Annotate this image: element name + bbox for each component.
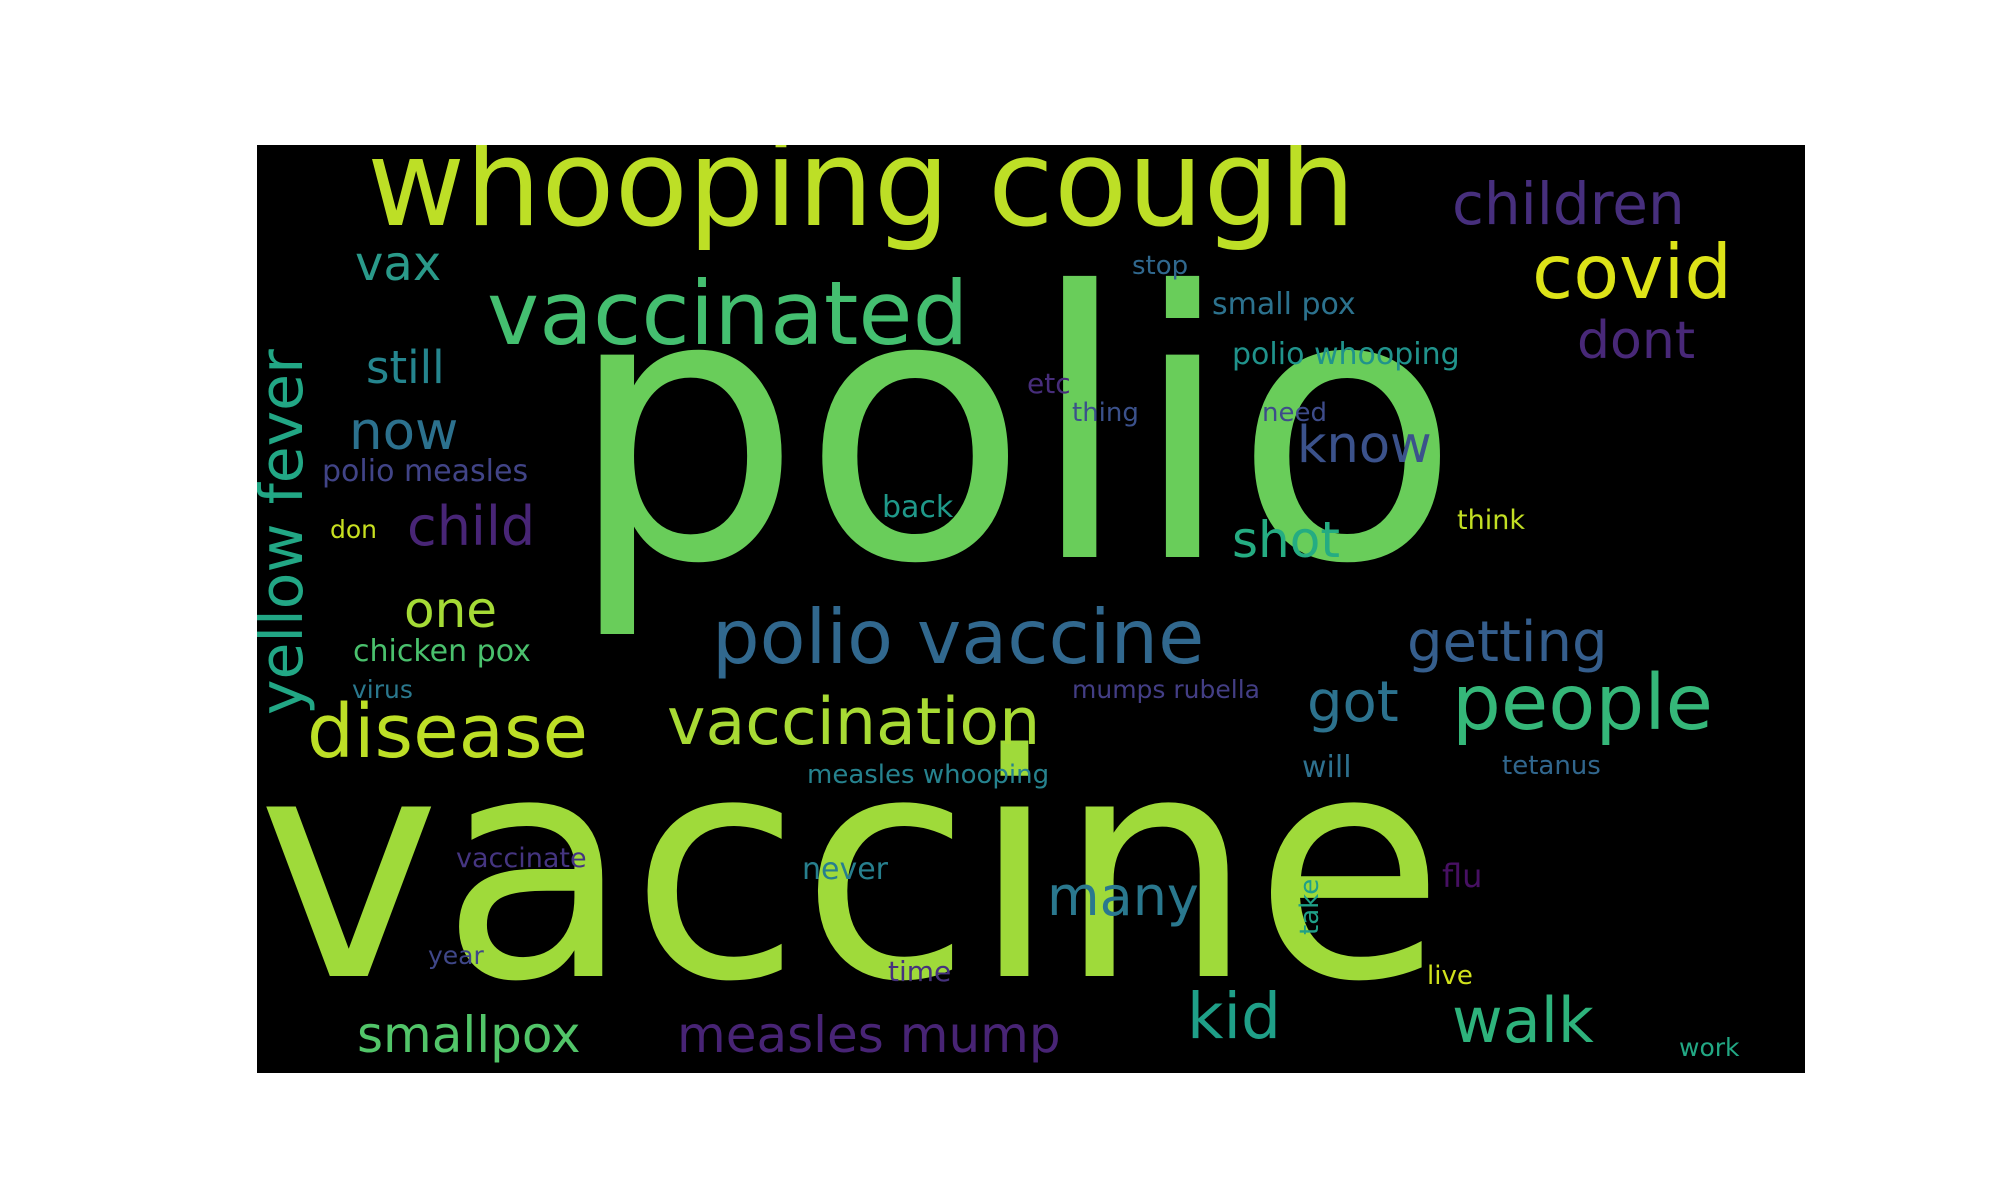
word-time: time xyxy=(888,955,952,988)
word-vax: vax xyxy=(355,236,442,292)
word-children: children xyxy=(1452,170,1685,238)
word-will: will xyxy=(1302,750,1352,785)
word-yellow-fever: yellow fever xyxy=(257,349,317,715)
word-polio-vaccine: polio vaccine xyxy=(712,593,1205,681)
word-now: now xyxy=(349,401,459,462)
word-etc: etc xyxy=(1027,367,1071,400)
word-polio-whooping: polio whooping xyxy=(1232,337,1460,372)
word-whooping-cough: whooping cough xyxy=(367,145,1356,254)
word-smallpox: smallpox xyxy=(357,1006,581,1064)
word-vaccinated: vaccinated xyxy=(487,262,969,365)
word-vaccine: vaccine xyxy=(257,689,1445,1050)
word-measles-whooping: measles whooping xyxy=(807,760,1050,790)
word-many: many xyxy=(1047,865,1199,928)
word-back: back xyxy=(882,490,954,525)
word-virus: virus xyxy=(352,675,413,704)
word-chicken-pox: chicken pox xyxy=(353,634,531,669)
word-measles-mump: measles mump xyxy=(677,1006,1061,1064)
word-polio: polio xyxy=(567,215,1461,645)
word-still: still xyxy=(366,341,445,394)
word-shot: shot xyxy=(1232,511,1340,569)
word-vaccination: vaccination xyxy=(667,685,1041,760)
word-mumps-rubella: mumps rubella xyxy=(1072,675,1260,704)
word-cloud: polio vaccine whooping cough vaccinated covi… xyxy=(257,145,1805,1073)
word-dont: dont xyxy=(1577,311,1696,371)
word-take: take xyxy=(1295,878,1325,935)
word-thing: thing xyxy=(1072,398,1139,428)
word-live: live xyxy=(1427,961,1473,991)
word-stop: stop xyxy=(1132,251,1189,281)
word-kid: kid xyxy=(1187,980,1281,1053)
word-small-pox: small pox xyxy=(1212,287,1356,322)
word-covid: covid xyxy=(1532,228,1732,316)
word-year: year xyxy=(428,941,484,970)
word-child: child xyxy=(407,495,536,558)
word-never: never xyxy=(802,852,889,887)
word-polio-measles: polio measles xyxy=(322,454,529,489)
word-think: think xyxy=(1457,505,1525,536)
word-know: know xyxy=(1297,416,1432,475)
word-one: one xyxy=(404,581,498,639)
word-work: work xyxy=(1679,1033,1740,1062)
word-walk: walk xyxy=(1452,984,1594,1057)
word-need: need xyxy=(1262,398,1327,428)
word-tetanus: tetanus xyxy=(1502,751,1601,781)
word-disease: disease xyxy=(307,689,589,775)
word-people: people xyxy=(1452,659,1714,748)
word-vaccinate: vaccinate xyxy=(456,843,587,874)
word-flu: flu xyxy=(1442,857,1483,895)
word-got: got xyxy=(1307,670,1399,735)
word-don: don xyxy=(330,515,378,544)
word-getting: getting xyxy=(1407,610,1608,675)
